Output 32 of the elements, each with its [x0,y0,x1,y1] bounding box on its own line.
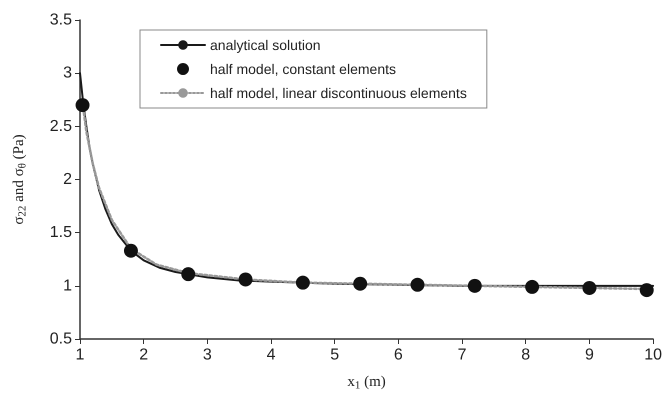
y-axis-title: σ22 and σθ (Pa) [11,134,28,225]
x-tick-label: 6 [394,346,403,364]
point [582,280,596,295]
y-tick-label: 1 [63,277,72,294]
x-tick-label: 2 [139,346,148,364]
point [640,283,654,298]
y-tick-label: 2.5 [50,118,72,135]
x-tick-label: 3 [202,346,212,364]
point [410,278,424,292]
y-tick-label: 1.5 [50,224,72,242]
point [181,267,196,282]
x-tick-label: 10 [644,346,662,364]
point [525,280,540,294]
point [353,276,368,291]
x-tick-label: 8 [521,346,530,364]
point [238,272,253,286]
legend-label: half model, constant elements [210,61,396,77]
y-tick-label: 2 [63,171,72,188]
x-tick-label: 5 [330,346,340,364]
x-tick-label: 1 [76,346,85,364]
x-tick-label: 4 [266,346,276,364]
x-tick-label: 7 [458,346,467,364]
point [76,98,90,112]
y-tick-label: 3.5 [50,12,72,28]
y-tick-label: 0.5 [50,330,72,348]
point [468,278,482,293]
y-tick-label: 3 [63,64,72,82]
legend-label: half model, linear discontinuous elements [210,85,467,101]
point [296,276,310,290]
legend-label: analytical solution [210,37,321,53]
point [124,244,138,258]
x-tick-label: 9 [584,346,594,364]
